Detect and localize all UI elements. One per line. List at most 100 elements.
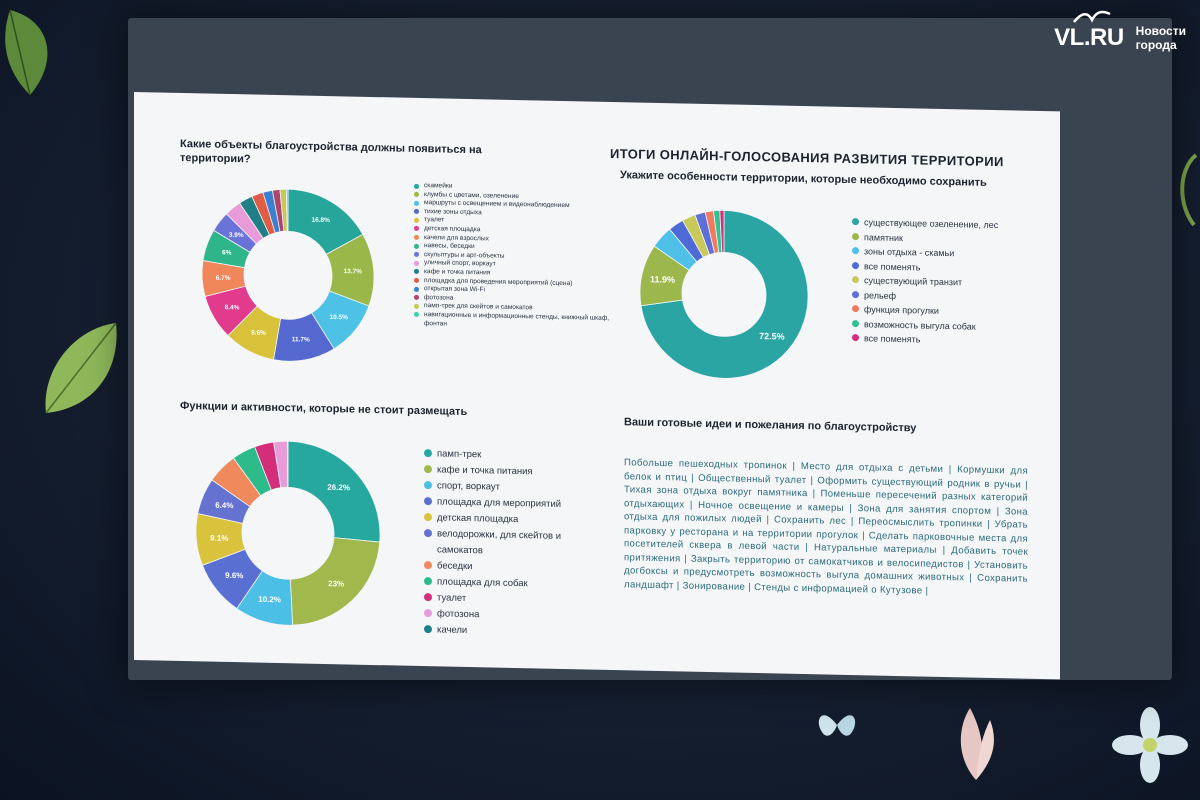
- q1-legend-swatch: [414, 226, 419, 232]
- q1-slice-15: [285, 188, 289, 232]
- q1-slice-label-2: 10.5%: [330, 314, 349, 321]
- q1-title: Какие объекты благоустройства должны поя…: [180, 137, 482, 166]
- q2-legend-swatch: [852, 247, 859, 255]
- q2-slice-0: [640, 209, 809, 379]
- q3-slice-label-0: 26.2%: [327, 483, 350, 492]
- slide-title: ИТОГИ ОНЛАЙН-ГОЛОСОВАНИЯ РАЗВИТИЯ ТЕРРИТ…: [610, 145, 1004, 170]
- q3-legend-label: велодорожки, для скейтов и самокатов: [437, 528, 562, 557]
- q3-legend-swatch: [424, 513, 432, 522]
- q3-slice-10: [287, 440, 289, 488]
- q2-slice-8: [719, 209, 725, 253]
- q3-legend-swatch: [424, 625, 432, 634]
- q2-slice-label-0: 72.5%: [759, 331, 785, 342]
- q3-legend-label: фотозона: [437, 608, 480, 621]
- q1-slice-label-8: 3.9%: [229, 232, 244, 239]
- q3-slice-1: [289, 537, 381, 626]
- q1-legend-label: навигационные и информационные стенды, к…: [424, 310, 610, 328]
- q3-legend-item: качели: [424, 622, 604, 642]
- q3-legend-label: памп-трек: [437, 448, 482, 461]
- q1-legend-swatch: [414, 260, 419, 266]
- q3-legend-swatch: [424, 465, 432, 474]
- ideas-text: Побольше пешеходных тропинок | Место для…: [624, 457, 1028, 597]
- flower-decoration: [1112, 707, 1188, 783]
- leaf-decoration-left-mid: [45, 322, 117, 414]
- q1-slice-label-1: 13.7%: [344, 268, 363, 275]
- q4-title: Ваши готовые идеи и пожелания по благоус…: [624, 416, 917, 435]
- q1-slice-label-7: 6%: [222, 249, 232, 256]
- q1-legend-item: навигационные и информационные стенды, к…: [414, 311, 614, 332]
- q2-legend-swatch: [852, 305, 859, 313]
- q3-legend-swatch: [424, 609, 432, 618]
- q2-legend-label: все поменять: [864, 260, 921, 272]
- q1-legend-swatch: [414, 209, 419, 215]
- vlru-brand: VL.RU: [1054, 24, 1124, 51]
- q1-legend-swatch: [414, 200, 419, 206]
- q3-legend-label: беседки: [437, 560, 473, 573]
- q3-legend-label: спорт, воркаут: [437, 480, 500, 493]
- q3-legend-label: туалет: [437, 592, 467, 604]
- q1-slice-label-3: 11.7%: [292, 336, 310, 343]
- vlru-subtitle-line2: города: [1135, 38, 1177, 52]
- projected-slide: ИТОГИ ОНЛАЙН-ГОЛОСОВАНИЯ РАЗВИТИЯ ТЕРРИТ…: [134, 92, 1060, 680]
- q2-legend: существующее озеленение, лес памятник зоны…: [852, 215, 1022, 349]
- q2-legend-swatch: [852, 261, 859, 269]
- q1-legend-swatch: [414, 191, 419, 198]
- q2-legend-label: все поменять: [864, 333, 921, 345]
- butterfly-decoration-1: [818, 715, 856, 736]
- q3-legend-swatch: [424, 593, 432, 602]
- q2-legend-swatch: [852, 218, 859, 226]
- q1-legend-swatch: [414, 312, 419, 318]
- q1-slice-label-4: 9.6%: [251, 330, 266, 337]
- q2-legend-label: функция прогулки: [864, 304, 939, 316]
- q1-slice-label-5: 8.4%: [225, 304, 240, 311]
- q1-legend-swatch: [414, 234, 419, 241]
- q1-legend-swatch: [414, 183, 419, 189]
- q2-legend-item: все поменять: [852, 331, 1022, 349]
- q3-legend-swatch: [424, 497, 432, 506]
- q3-legend-label: качели: [437, 624, 468, 636]
- q3-slice-label-1: 23%: [328, 579, 344, 588]
- q2-title: Укажите особенности территории, которые …: [620, 169, 987, 189]
- q1-slice-label-6: 6.7%: [216, 275, 231, 282]
- q3-legend-swatch: [424, 561, 432, 570]
- q2-legend-label: рельеф: [864, 289, 897, 301]
- vlru-watermark: VL.RU Новости города: [1054, 24, 1186, 52]
- q1-legend-swatch: [414, 277, 419, 284]
- leaf-decoration-right: [1180, 153, 1198, 227]
- q3-slice-label-5: 6.4%: [215, 501, 233, 510]
- q3-legend-label: площадка для собак: [437, 576, 528, 590]
- vlru-subtitle-line1: Новости: [1135, 24, 1186, 38]
- leaf-decoration-left-top: [5, 9, 48, 96]
- q2-donut-chart: 72.5% 11.9%: [639, 209, 809, 379]
- q3-legend-swatch: [424, 529, 432, 538]
- q3-legend-swatch: [424, 577, 432, 586]
- q2-slice-label-1: 11.9%: [650, 274, 675, 285]
- q3-legend-swatch: [424, 449, 432, 458]
- q3-title: Функции и активности, которые не стоит р…: [180, 399, 468, 418]
- q3-donut-chart: 26.2% 23% 10.2% 9.6% 9.1% 6.4%: [195, 440, 381, 626]
- q1-legend: скамейки клумбы с цветами, озеленение марш…: [414, 182, 614, 332]
- q1-donut-chart: 16.8% 13.7% 10.5% 11.7% 9.6% 8.4% 6.7% 6% 3.9%: [201, 188, 375, 362]
- q2-legend-swatch: [852, 319, 859, 327]
- q3-legend: памп-трек кафе и точка питания спорт, ворк…: [424, 446, 604, 642]
- q3-slice-label-2: 10.2%: [258, 595, 281, 604]
- seagull-logo-icon: [1073, 10, 1111, 23]
- q1-legend-swatch: [414, 295, 419, 301]
- q2-legend-swatch: [852, 334, 859, 342]
- q1-legend-swatch: [414, 286, 419, 292]
- q1-legend-swatch: [414, 217, 419, 223]
- q1-slice-label-0: 16.8%: [312, 217, 331, 224]
- q1-legend-swatch: [414, 243, 419, 249]
- q3-slice-0: [287, 440, 381, 543]
- q2-legend-swatch: [852, 290, 859, 298]
- q3-slice-label-4: 9.1%: [210, 534, 228, 543]
- q2-legend-swatch: [852, 232, 859, 240]
- q3-legend-item: велодорожки, для скейтов и самокатов: [424, 526, 604, 562]
- q3-slice-label-3: 9.6%: [225, 571, 243, 580]
- q3-legend-label: кафе и точка питания: [437, 464, 533, 478]
- q1-legend-swatch: [414, 269, 419, 275]
- q3-legend-swatch: [424, 481, 432, 490]
- q1-legend-swatch: [414, 303, 419, 309]
- q3-legend-label: детская площадка: [437, 512, 519, 526]
- q2-legend-label: памятник: [864, 231, 903, 243]
